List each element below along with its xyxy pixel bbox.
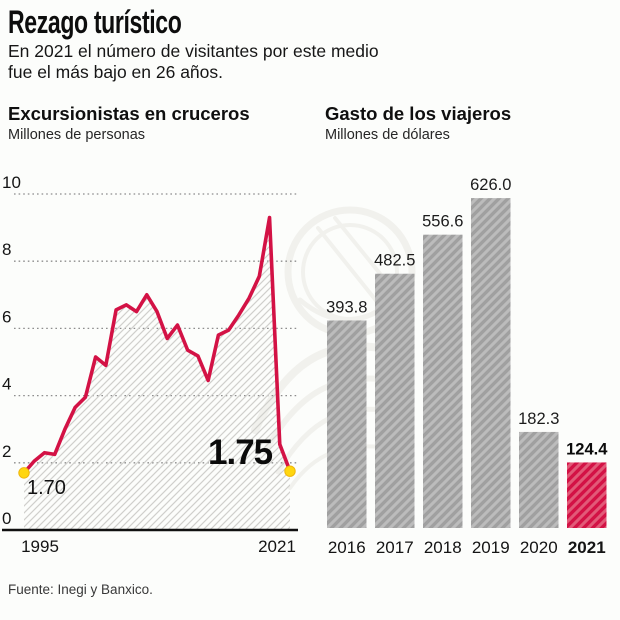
bar-category-label: 2017 (376, 538, 414, 557)
bar (423, 234, 463, 528)
y-tick-label: 0 (2, 509, 11, 528)
page-subtitle-line2: fue el más bajo en 26 años. (8, 62, 224, 82)
bar-category-label: 2019 (472, 538, 510, 557)
bar-value-label: 182.3 (518, 410, 559, 428)
y-tick-label: 4 (2, 375, 11, 394)
bar (327, 320, 367, 528)
line-x-label-last: 2021 (258, 537, 296, 556)
y-tick-label: 6 (2, 307, 11, 326)
line-series (22, 215, 292, 475)
bar-value-label: 626.0 (470, 176, 511, 194)
bar-category-label: 2018 (424, 538, 462, 557)
bar-value-label: 393.8 (326, 298, 367, 316)
y-tick-label: 2 (2, 442, 11, 461)
bar-category-label: 2016 (328, 538, 366, 557)
bar-value-label: 124.4 (566, 440, 608, 458)
source-note: Fuente: Inegi y Banxico. (8, 582, 153, 597)
bar (519, 431, 559, 528)
bar-chart-title: Gasto de los viajeros (325, 103, 512, 124)
endpoint-dot (284, 465, 296, 477)
bar-chart: 393.8 2016 482.5 2017 556.6 2018 626.0 2019 182.… (326, 176, 608, 557)
y-tick-label: 8 (2, 240, 11, 259)
page-title: Rezago turístico (8, 4, 182, 40)
line-start-annotation: 1.70 (27, 477, 66, 499)
area-fill (24, 217, 290, 530)
line-x-label-first: 1995 (21, 537, 59, 556)
line-chart: 10 8 6 4 2 0 (2, 173, 298, 532)
bar-category-label: 2020 (520, 538, 558, 557)
y-tick-label: 10 (2, 173, 21, 192)
page-subtitle-line1: En 2021 el número de visitantes por este… (8, 41, 379, 61)
bar-value-label: 556.6 (422, 213, 463, 231)
bar-chart-units: Millones de dólares (325, 127, 450, 143)
line-chart-title: Excursionistas en cruceros (8, 103, 250, 124)
bar (471, 198, 511, 528)
bar-value-label: 482.5 (374, 252, 415, 270)
bar (375, 273, 415, 528)
line-end-annotation: 1.75 (208, 433, 273, 472)
bar (567, 462, 607, 528)
endpoint-dot (18, 467, 30, 479)
line-chart-units: Millones de personas (8, 127, 146, 143)
bar-category-label: 2021 (568, 538, 606, 557)
